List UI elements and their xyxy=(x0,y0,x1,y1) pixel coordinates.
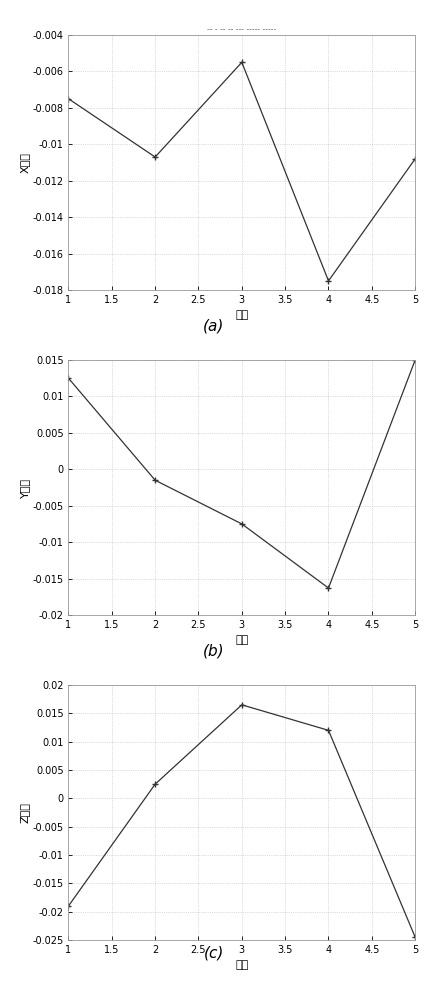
Title: -- - -- -- --- ----- -----: -- - -- -- --- ----- ----- xyxy=(207,25,276,34)
Text: (a): (a) xyxy=(203,318,225,333)
X-axis label: 样本: 样本 xyxy=(235,960,248,970)
Y-axis label: Z误差: Z误差 xyxy=(20,802,30,823)
Text: (c): (c) xyxy=(204,945,224,960)
X-axis label: 样本: 样本 xyxy=(235,310,248,320)
Y-axis label: Y误差: Y误差 xyxy=(20,478,30,497)
Y-axis label: X误差: X误差 xyxy=(20,152,30,173)
Text: (b): (b) xyxy=(203,643,225,658)
X-axis label: 样本: 样本 xyxy=(235,635,248,645)
